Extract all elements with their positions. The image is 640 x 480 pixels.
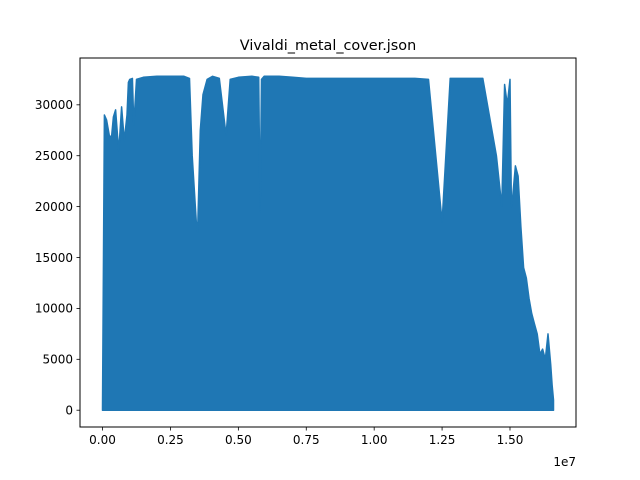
x-tick-label: 0.25 [157, 433, 184, 447]
y-tick-label: 0 [65, 404, 73, 418]
y-tick-label: 30000 [35, 98, 73, 112]
y-axis: 0 5000 10000 15000 20000 25000 30000 [35, 98, 80, 418]
y-tick-label: 10000 [35, 302, 73, 316]
series-line [101, 75, 555, 411]
x-axis-offset-label: 1e7 [553, 455, 576, 469]
y-tick-label: 20000 [35, 200, 73, 214]
y-tick-label: 15000 [35, 251, 73, 265]
y-tick-label: 5000 [42, 353, 73, 367]
y-tick-label: 25000 [35, 149, 73, 163]
axes-frame [79, 57, 577, 428]
x-tick-label: 1.00 [361, 433, 388, 447]
x-tick-label: 0.75 [293, 433, 320, 447]
chart-title: Vivaldi_metal_cover.json [240, 38, 416, 54]
x-tick-label: 1.50 [497, 433, 524, 447]
x-tick-label: 0.00 [89, 433, 116, 447]
series-layer [101, 75, 555, 411]
x-axis: 0.00 0.25 0.50 0.75 1.00 1.25 1.50 [89, 427, 523, 447]
x-tick-label: 1.25 [429, 433, 456, 447]
x-tick-label: 0.50 [225, 433, 252, 447]
